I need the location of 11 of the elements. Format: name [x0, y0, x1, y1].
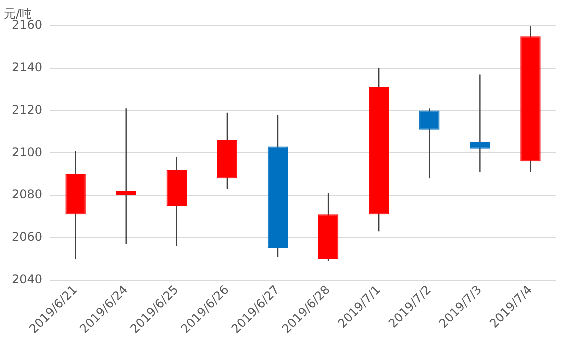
candlestick: [470, 74, 490, 173]
y-tick-label: 2040: [12, 272, 43, 286]
y-tick-label: 2060: [12, 230, 43, 244]
candlestick: [420, 108, 440, 180]
y-tick-label: 2140: [12, 60, 43, 75]
y-axis-title: 元/吨: [4, 6, 32, 21]
y-tick-label: 2100: [12, 145, 43, 160]
y-tick-label: 2080: [12, 188, 43, 202]
y-tick-label: 2120: [12, 102, 43, 117]
y-tick-label: 2160: [12, 18, 43, 32]
candlestick: [116, 108, 136, 245]
